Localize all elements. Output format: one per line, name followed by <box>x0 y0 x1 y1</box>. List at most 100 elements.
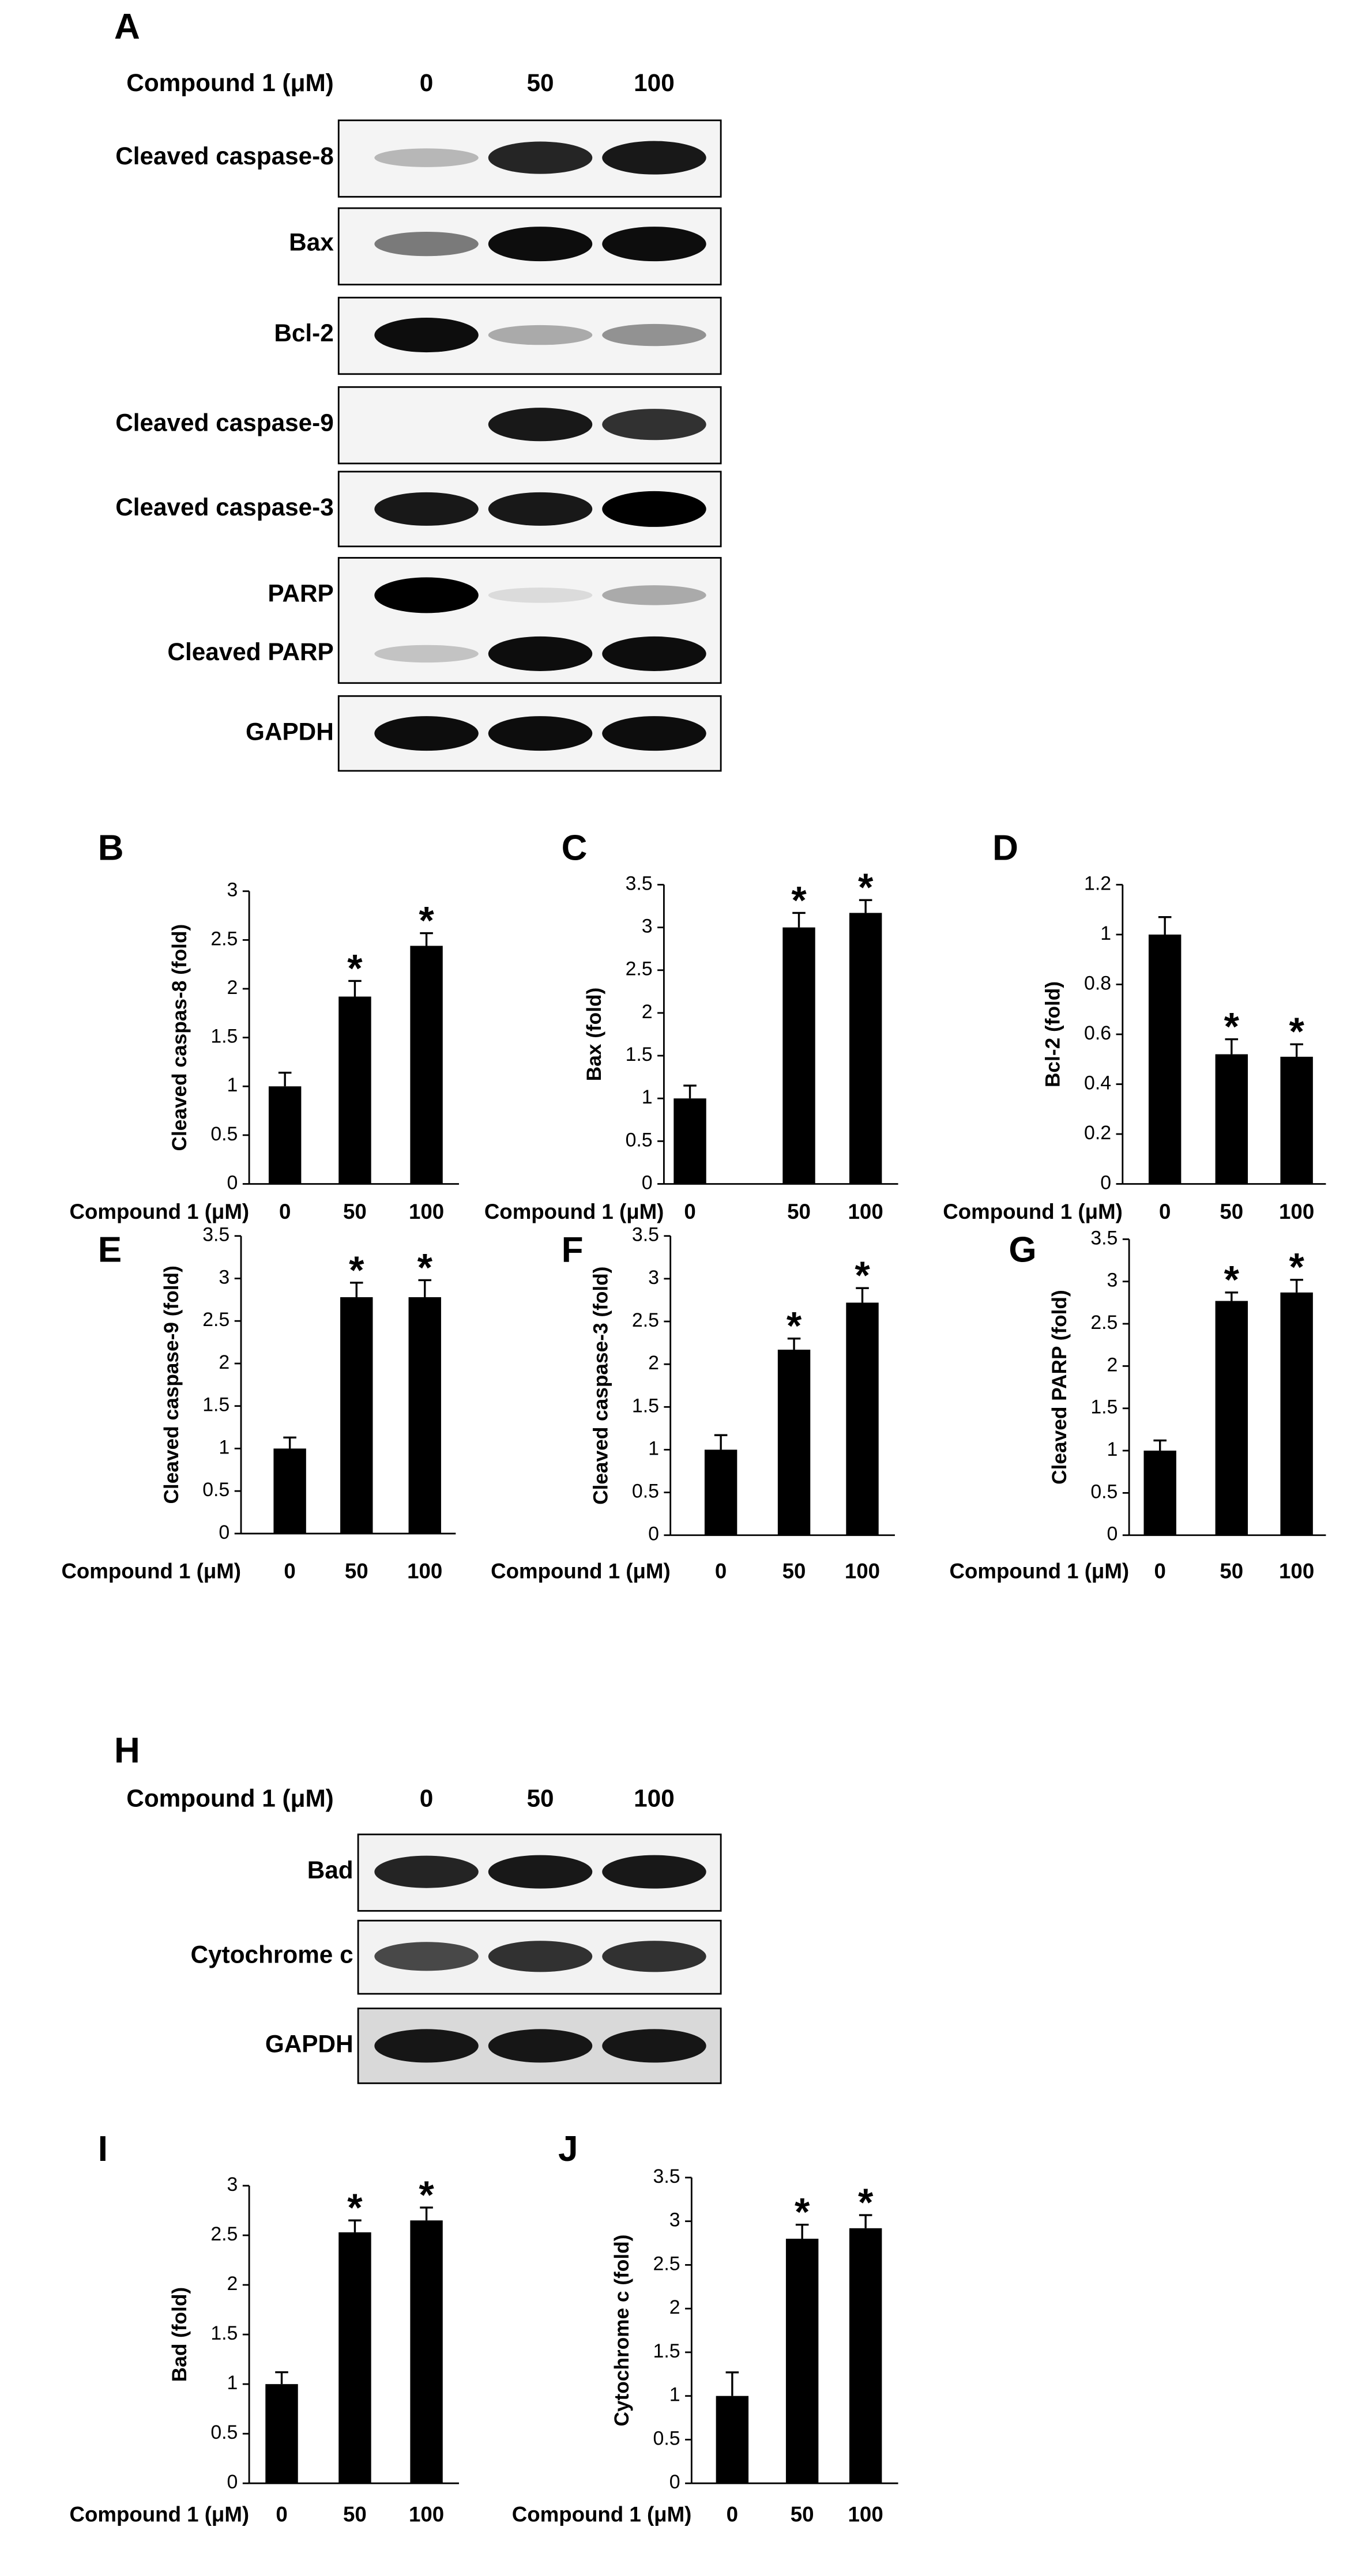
y-tick-label: 3 <box>648 1267 659 1289</box>
band <box>602 585 706 605</box>
band <box>488 408 593 442</box>
band <box>602 1855 706 1889</box>
panel-letter: I <box>98 2129 108 2169</box>
x-tick-label: 50 <box>787 1200 811 1223</box>
y-tick-label: 1.5 <box>653 2340 680 2362</box>
x-axis-label: Compound 1 (μM) <box>491 1559 671 1583</box>
significance-mark: * <box>855 1254 870 1297</box>
band <box>374 645 479 663</box>
y-tick-label: 2.5 <box>1090 1312 1118 1334</box>
band <box>602 491 706 527</box>
panel-letter: C <box>562 828 588 868</box>
y-tick-label: 1.5 <box>210 1026 238 1048</box>
bar <box>408 1297 441 1534</box>
y-tick-label: 1.5 <box>202 1394 229 1416</box>
y-tick-label: 0.4 <box>1084 1072 1111 1094</box>
x-tick-label: 100 <box>848 2502 883 2526</box>
significance-mark: * <box>349 1249 364 1292</box>
y-tick-label: 2.5 <box>202 1309 229 1331</box>
y-axis-label: Cleaved caspas-8 (fold) <box>168 924 191 1151</box>
bar <box>273 1448 306 1534</box>
band <box>488 1855 593 1889</box>
panel-letter: A <box>114 7 140 47</box>
row-label: GAPDH <box>246 718 334 745</box>
significance-mark: * <box>858 2181 874 2224</box>
significance-mark: * <box>1224 1005 1240 1049</box>
x-tick-label: 100 <box>845 1559 880 1583</box>
band <box>602 2029 706 2063</box>
significance-mark: * <box>419 2174 434 2217</box>
significance-mark: * <box>858 866 874 909</box>
row-label: Cleaved caspase-8 <box>115 142 334 170</box>
band <box>488 636 593 671</box>
panel-letter: E <box>98 1230 122 1270</box>
band <box>488 716 593 751</box>
bar <box>777 1349 811 1535</box>
band <box>374 492 479 526</box>
significance-mark: * <box>1289 1010 1304 1053</box>
x-tick-label: 0 <box>715 1559 727 1583</box>
bar <box>1280 1292 1313 1535</box>
row-label: Bad <box>307 1856 353 1884</box>
x-axis-label: Compound 1 (μM) <box>950 1559 1130 1583</box>
x-tick-label: 0 <box>1159 1200 1171 1223</box>
y-tick-label: 1 <box>1100 922 1111 944</box>
y-tick-label: 3 <box>219 1266 229 1288</box>
significance-mark: * <box>347 2186 363 2229</box>
bar <box>704 1449 738 1535</box>
y-tick-label: 0 <box>227 1172 238 1193</box>
bar <box>1280 1056 1313 1184</box>
y-tick-label: 2 <box>642 1001 653 1023</box>
bar <box>338 996 371 1184</box>
y-tick-label: 1 <box>642 1086 653 1108</box>
y-tick-label: 1.5 <box>632 1395 659 1417</box>
x-tick-label: 100 <box>1279 1559 1314 1583</box>
y-tick-label: 0 <box>1107 1523 1118 1545</box>
bar <box>849 913 882 1184</box>
blot-header: Compound 1 (μM) <box>126 69 333 96</box>
y-tick-label: 2.5 <box>210 928 238 950</box>
panel-letter: G <box>1009 1230 1036 1270</box>
band <box>374 231 479 257</box>
y-axis-label: Bax (fold) <box>583 988 605 1082</box>
y-tick-label: 3 <box>1107 1270 1118 1291</box>
significance-mark: * <box>791 879 807 922</box>
lane-label: 0 <box>420 69 434 96</box>
bar <box>338 2232 371 2484</box>
y-axis-label: Cleaved caspase-9 (fold) <box>160 1266 183 1504</box>
band <box>374 318 479 353</box>
y-tick-label: 3 <box>642 916 653 937</box>
x-axis-label: Compound 1 (μM) <box>70 2502 250 2526</box>
band <box>602 716 706 751</box>
band <box>374 1855 479 1888</box>
bar <box>849 2228 882 2484</box>
bar <box>674 1098 706 1184</box>
y-axis-label: Cleaved PARP (fold) <box>1048 1290 1071 1485</box>
y-tick-label: 1 <box>219 1436 229 1458</box>
significance-mark: * <box>787 1305 802 1348</box>
bar <box>410 946 443 1184</box>
y-tick-label: 0.5 <box>202 1479 229 1501</box>
y-tick-label: 0.8 <box>1084 972 1111 994</box>
y-tick-label: 2.5 <box>653 2253 680 2274</box>
bar <box>846 1302 879 1535</box>
lane-label: 0 <box>420 1785 434 1812</box>
row-label: Cleaved caspase-9 <box>115 409 334 436</box>
y-tick-label: 2 <box>1107 1354 1118 1376</box>
row-label: Cleaved caspase-3 <box>115 494 334 521</box>
y-tick-label: 3.5 <box>202 1224 229 1246</box>
bar <box>1148 934 1182 1184</box>
y-tick-label: 2.5 <box>626 958 653 980</box>
band <box>602 1941 706 1972</box>
y-tick-label: 2 <box>648 1352 659 1374</box>
y-tick-label: 0.5 <box>653 2427 680 2449</box>
band <box>488 227 593 262</box>
y-tick-label: 2.5 <box>632 1309 659 1331</box>
band <box>374 1942 479 1971</box>
y-tick-label: 1.2 <box>1084 872 1111 894</box>
bar <box>1215 1054 1248 1184</box>
x-axis-label: Compound 1 (μM) <box>512 2502 692 2526</box>
significance-mark: * <box>1224 1259 1240 1302</box>
band <box>602 409 706 440</box>
blot-header: Compound 1 (μM) <box>126 1785 333 1812</box>
